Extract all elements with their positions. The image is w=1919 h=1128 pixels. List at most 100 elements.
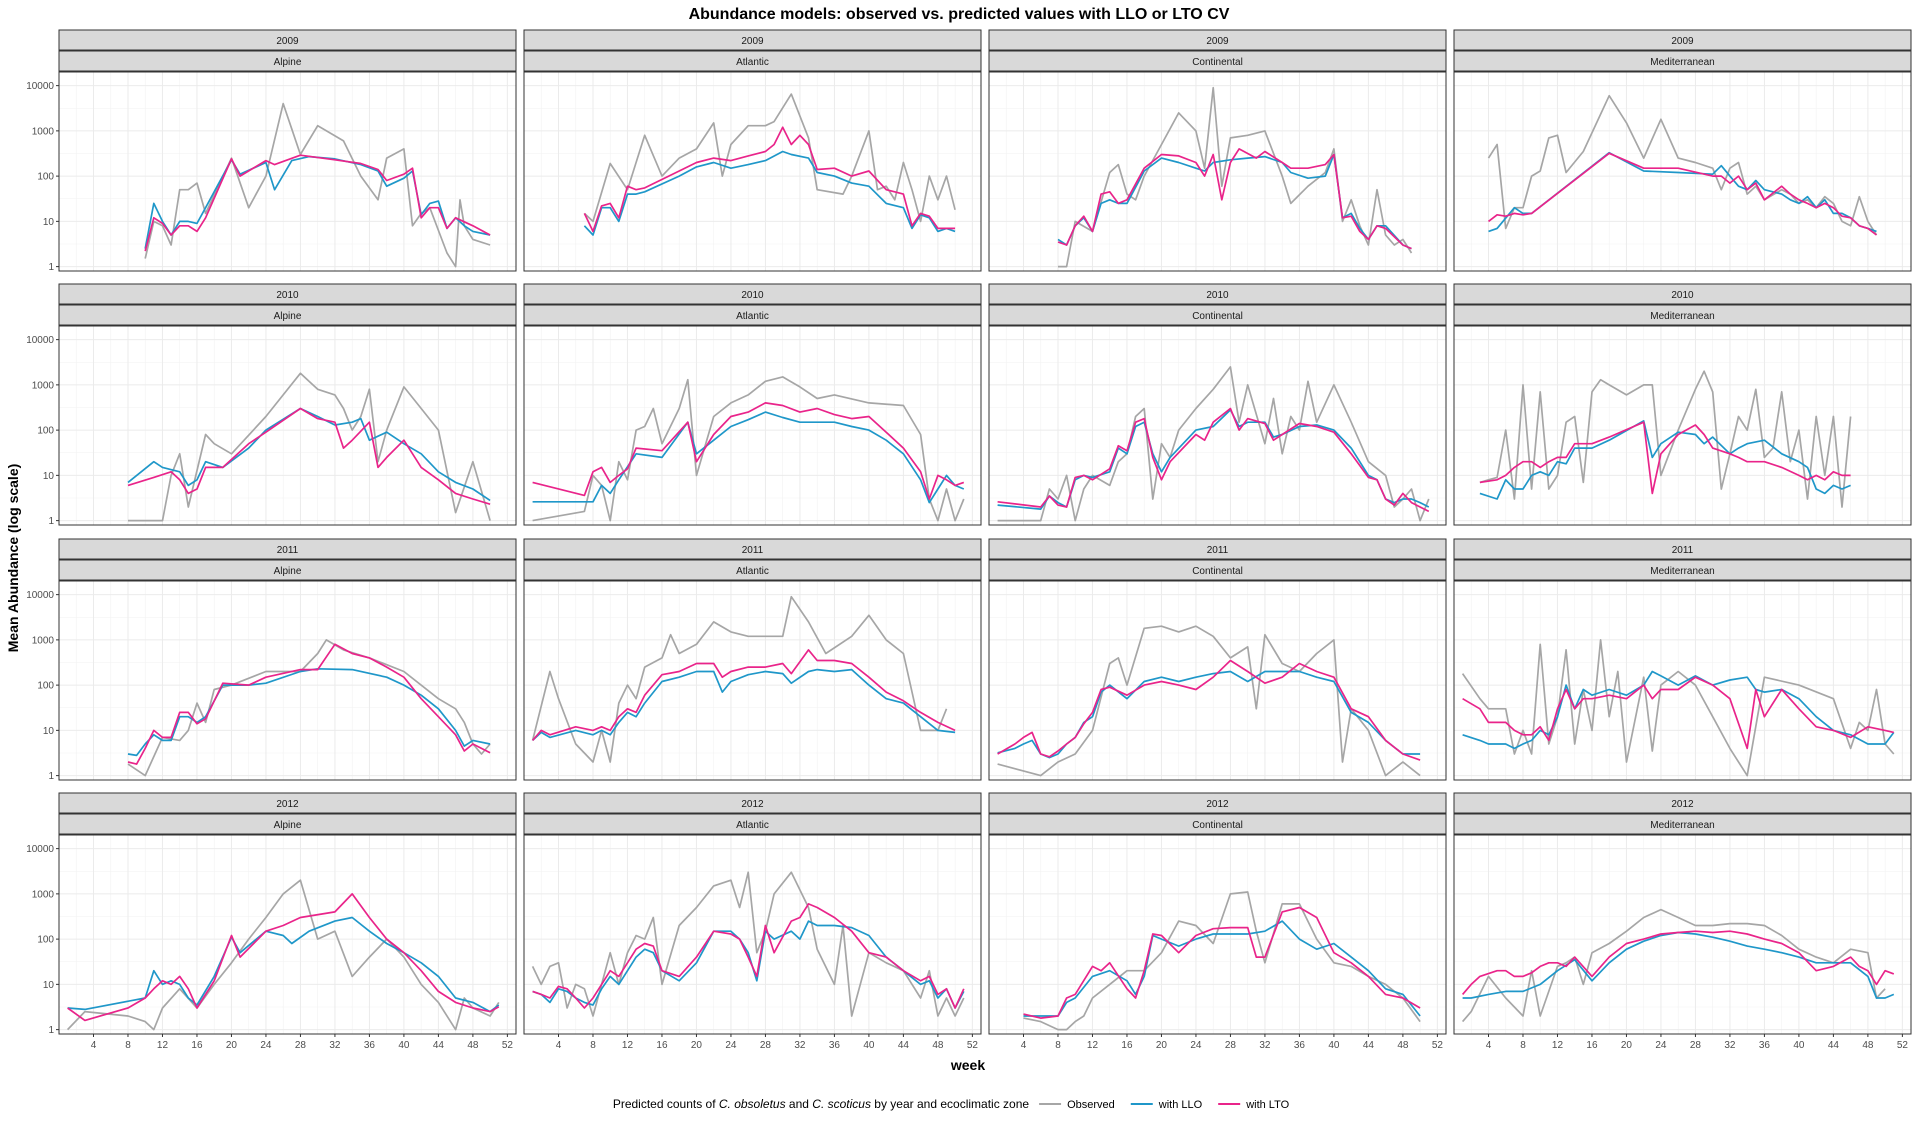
strip-zone-label: Atlantic [736,566,769,577]
y-tick-label: 100 [37,172,54,183]
y-tick-label: 10000 [26,335,54,346]
panel-2009-mediterranean: 2009 Mediterranean [1453,29,1912,272]
strip-zone [988,50,1447,72]
series-line-lto [997,407,1430,513]
caption-part-3: by year and ecoclimatic zone [871,1097,1029,1111]
strip-zone-label: Alpine [274,57,302,68]
panel-2011-atlantic: 2011 Atlantic [523,538,982,781]
x-tick-label: 28 [760,1040,772,1051]
y-tick-label: 1 [48,262,54,273]
strip-zone-label: Atlantic [736,820,769,831]
series-line-llo [67,916,500,1013]
strip-year [523,283,982,305]
x-tick-label: 20 [1156,1040,1168,1051]
series-line-lto [144,154,491,252]
x-tick-label: 48 [1862,1040,1874,1051]
series-line-obs [1479,370,1852,508]
series-line-lto [127,643,491,765]
strip-year [988,283,1447,305]
x-tick-label: 8 [125,1040,131,1051]
x-tick-label: 40 [1793,1040,1805,1051]
gridlines [524,581,981,780]
series-line-lto [1462,676,1894,750]
x-tick-label: 12 [1087,1040,1099,1051]
legend-caption: Predicted counts of C. obsoletus and C. … [613,1097,1030,1111]
series-line-llo [127,667,491,757]
strip-year-label: 2012 [1206,799,1229,810]
series-line-obs [532,376,965,522]
x-tick-label: 20 [691,1040,703,1051]
series-line-obs [1487,94,1878,236]
strip-year-label: 2010 [276,290,299,301]
x-tick-label: 28 [295,1040,307,1051]
series-line-lto [531,649,956,741]
strip-year [58,538,517,560]
strip-year [1453,792,1912,814]
x-tick-label: 4 [556,1040,562,1051]
strip-year [523,29,982,51]
panel-2010-atlantic: 2010 Atlantic [523,283,982,526]
x-tick-label: 48 [932,1040,944,1051]
series-line-obs [1461,908,1886,1023]
strip-zone [523,50,982,72]
series-line-llo [1057,153,1412,250]
series-line-lto [1023,906,1421,1019]
plot-background [1454,72,1911,271]
strip-year-label: 2011 [277,545,299,556]
gridlines [524,72,981,271]
x-tick-label: 52 [502,1040,514,1051]
x-tick-label: 36 [1759,1040,1771,1051]
plot-background [524,72,981,271]
strip-year-label: 2012 [1671,799,1694,810]
panel-2010-continental: 2010 Continental [988,283,1447,526]
strip-year-label: 2011 [1207,545,1229,556]
legend-label-llo: with LLO [1158,1099,1203,1111]
plot-background [989,326,1446,525]
x-tick-label: 16 [656,1040,668,1051]
x-tick-label: 40 [863,1040,875,1051]
strip-zone-label: Continental [1192,820,1243,831]
plot-background [59,72,516,271]
x-tick-label: 44 [1363,1040,1375,1051]
y-tick-label: 100 [37,681,54,692]
caption-part-1: Predicted counts of [613,1097,719,1111]
y-tick-label: 1 [48,516,54,527]
gridlines [989,581,1446,780]
panel-border [1453,580,1912,781]
x-tick-label: 12 [622,1040,634,1051]
panel-2010-alpine: 2010 Alpine 1 10 100 1000 10000 [26,283,517,527]
x-tick-label: 20 [226,1040,238,1051]
strip-year-label: 2012 [276,799,299,810]
x-tick-label: 4 [1021,1040,1027,1051]
gridlines [989,835,1446,1034]
panel-2011-continental: 2011 Continental [988,538,1447,781]
strip-year-label: 2009 [1671,36,1694,47]
y-axis-title: Mean Abundance (log scale) [5,464,21,653]
x-tick-label: 24 [725,1040,737,1051]
y-tick-label: 10000 [26,844,54,855]
caption-species-1: C. obsoletus [719,1097,786,1111]
strip-zone [1453,304,1912,326]
panel-border [523,580,982,781]
strip-zone [988,304,1447,326]
plot-background [59,581,516,780]
panel-2010-mediterranean: 2010 Mediterranean [1453,283,1912,526]
x-tick-label: 44 [433,1040,445,1051]
caption-species-2: C. scoticus [812,1097,871,1111]
panel-border [58,834,517,1035]
strip-year [523,792,982,814]
gridlines [59,835,516,1034]
x-tick-label: 40 [398,1040,410,1051]
strip-zone [58,559,517,581]
plot-background [59,835,516,1034]
strip-year-label: 2011 [1672,545,1694,556]
x-tick-label: 16 [1586,1040,1598,1051]
strip-year [58,792,517,814]
y-tick-label: 10 [43,217,55,228]
strip-year-label: 2009 [1206,36,1229,47]
panel-2011-mediterranean: 2011 Mediterranean [1453,538,1912,781]
strip-zone [988,813,1447,835]
x-tick-label: 32 [1259,1040,1271,1051]
